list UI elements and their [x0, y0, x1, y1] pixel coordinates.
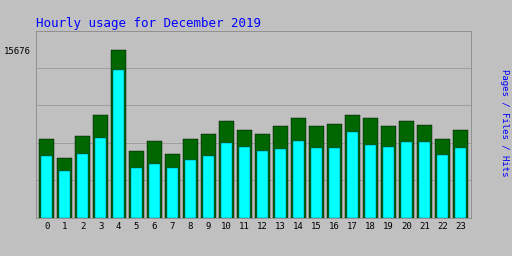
Bar [219, 122, 234, 218]
Bar [275, 149, 286, 218]
Bar [75, 136, 90, 218]
Bar [419, 142, 430, 218]
Bar [435, 138, 450, 218]
Bar [401, 142, 412, 218]
Bar [167, 168, 178, 218]
Bar [291, 118, 306, 218]
Bar [437, 155, 447, 218]
Bar [255, 134, 270, 218]
Bar [417, 125, 432, 218]
Bar [311, 148, 322, 218]
Bar [345, 115, 360, 218]
Bar [293, 141, 304, 218]
Bar [165, 154, 180, 218]
Bar [147, 141, 162, 218]
Bar [221, 143, 232, 218]
Bar [41, 156, 52, 218]
Bar [453, 130, 468, 218]
Bar [95, 137, 106, 218]
Bar [455, 148, 465, 218]
Bar [327, 124, 342, 218]
Bar [329, 148, 340, 218]
Bar [237, 130, 252, 218]
Bar [365, 145, 376, 218]
Bar [239, 147, 250, 218]
Bar [362, 118, 378, 218]
Bar [383, 147, 394, 218]
Bar [273, 126, 288, 218]
Bar [111, 50, 126, 218]
Bar [347, 132, 358, 218]
Bar [185, 160, 196, 218]
Bar [59, 170, 70, 218]
Bar [149, 164, 160, 218]
Bar [93, 115, 108, 218]
Bar [381, 126, 396, 218]
Bar [57, 158, 72, 218]
Bar [131, 168, 142, 218]
Bar [77, 154, 88, 218]
Text: Hourly usage for December 2019: Hourly usage for December 2019 [36, 17, 261, 29]
Bar [257, 151, 268, 218]
Bar [399, 122, 414, 218]
Bar [39, 138, 54, 218]
Bar [203, 156, 214, 218]
Bar [113, 70, 124, 218]
Text: Pages / Files / Hits: Pages / Files / Hits [500, 69, 509, 177]
Bar [129, 151, 144, 218]
Bar [309, 126, 324, 218]
Bar [183, 138, 198, 218]
Bar [201, 134, 216, 218]
